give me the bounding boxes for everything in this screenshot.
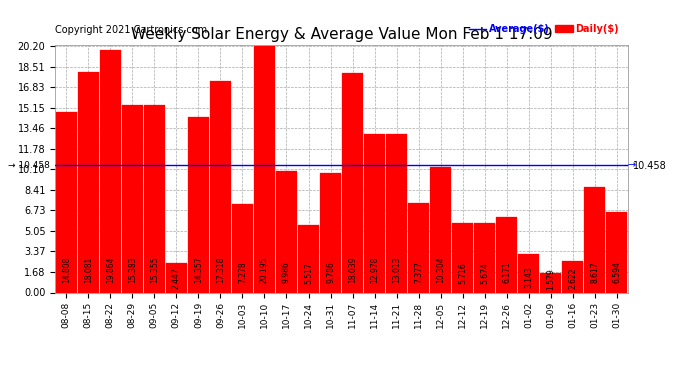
Text: 5.517: 5.517: [304, 262, 313, 284]
Bar: [452, 223, 473, 292]
Text: 10.304: 10.304: [436, 256, 445, 283]
Text: 19.864: 19.864: [106, 256, 115, 283]
Bar: [254, 46, 275, 292]
Bar: [122, 105, 143, 292]
Bar: [430, 167, 451, 292]
Bar: [210, 81, 231, 292]
Bar: [386, 134, 407, 292]
Text: 8.617: 8.617: [591, 261, 600, 283]
Bar: [496, 217, 518, 292]
Text: 3.143: 3.143: [524, 266, 533, 288]
Text: 13.013: 13.013: [392, 256, 401, 283]
Text: 6.171: 6.171: [502, 262, 511, 284]
Bar: [474, 224, 495, 292]
Text: 1.579: 1.579: [546, 268, 555, 290]
Text: Copyright 2021 Cartronics.com: Copyright 2021 Cartronics.com: [55, 25, 207, 35]
Text: 2.622: 2.622: [569, 267, 578, 289]
Text: 7.377: 7.377: [414, 261, 423, 283]
Bar: [188, 117, 209, 292]
Text: 12.978: 12.978: [370, 256, 379, 283]
Bar: [56, 112, 77, 292]
Bar: [540, 273, 561, 292]
Bar: [100, 50, 121, 292]
Text: 7.278: 7.278: [238, 261, 247, 283]
Text: 15.383: 15.383: [128, 256, 137, 283]
Text: 9.986: 9.986: [282, 261, 291, 283]
Bar: [320, 173, 341, 292]
Bar: [166, 262, 187, 292]
Title: Weekly Solar Energy & Average Value Mon Feb 1 17:09: Weekly Solar Energy & Average Value Mon …: [130, 27, 553, 42]
Text: 14.808: 14.808: [61, 256, 70, 283]
Bar: [408, 202, 429, 292]
Bar: [584, 188, 605, 292]
Text: 15.355: 15.355: [150, 256, 159, 283]
Text: 6.594: 6.594: [613, 261, 622, 283]
Text: 5.716: 5.716: [458, 262, 467, 284]
Text: 2.447: 2.447: [172, 267, 181, 289]
Text: 9.786: 9.786: [326, 261, 335, 283]
Text: 5.674: 5.674: [480, 262, 489, 284]
Text: 17.318: 17.318: [216, 256, 225, 283]
Bar: [298, 225, 319, 292]
Bar: [562, 261, 583, 292]
Bar: [232, 204, 253, 292]
Text: → 10.458: → 10.458: [8, 160, 50, 170]
Bar: [144, 105, 165, 292]
Bar: [78, 72, 99, 292]
Text: →: →: [628, 160, 636, 170]
Text: 18.081: 18.081: [83, 256, 92, 283]
Bar: [342, 73, 363, 292]
Bar: [276, 171, 297, 292]
Text: 18.039: 18.039: [348, 256, 357, 283]
Bar: [607, 212, 627, 292]
Bar: [518, 254, 540, 292]
Text: 20.195: 20.195: [260, 256, 269, 283]
Text: 14.357: 14.357: [194, 256, 203, 283]
Legend: Average($), Daily($): Average($), Daily($): [465, 20, 623, 38]
Bar: [364, 134, 385, 292]
